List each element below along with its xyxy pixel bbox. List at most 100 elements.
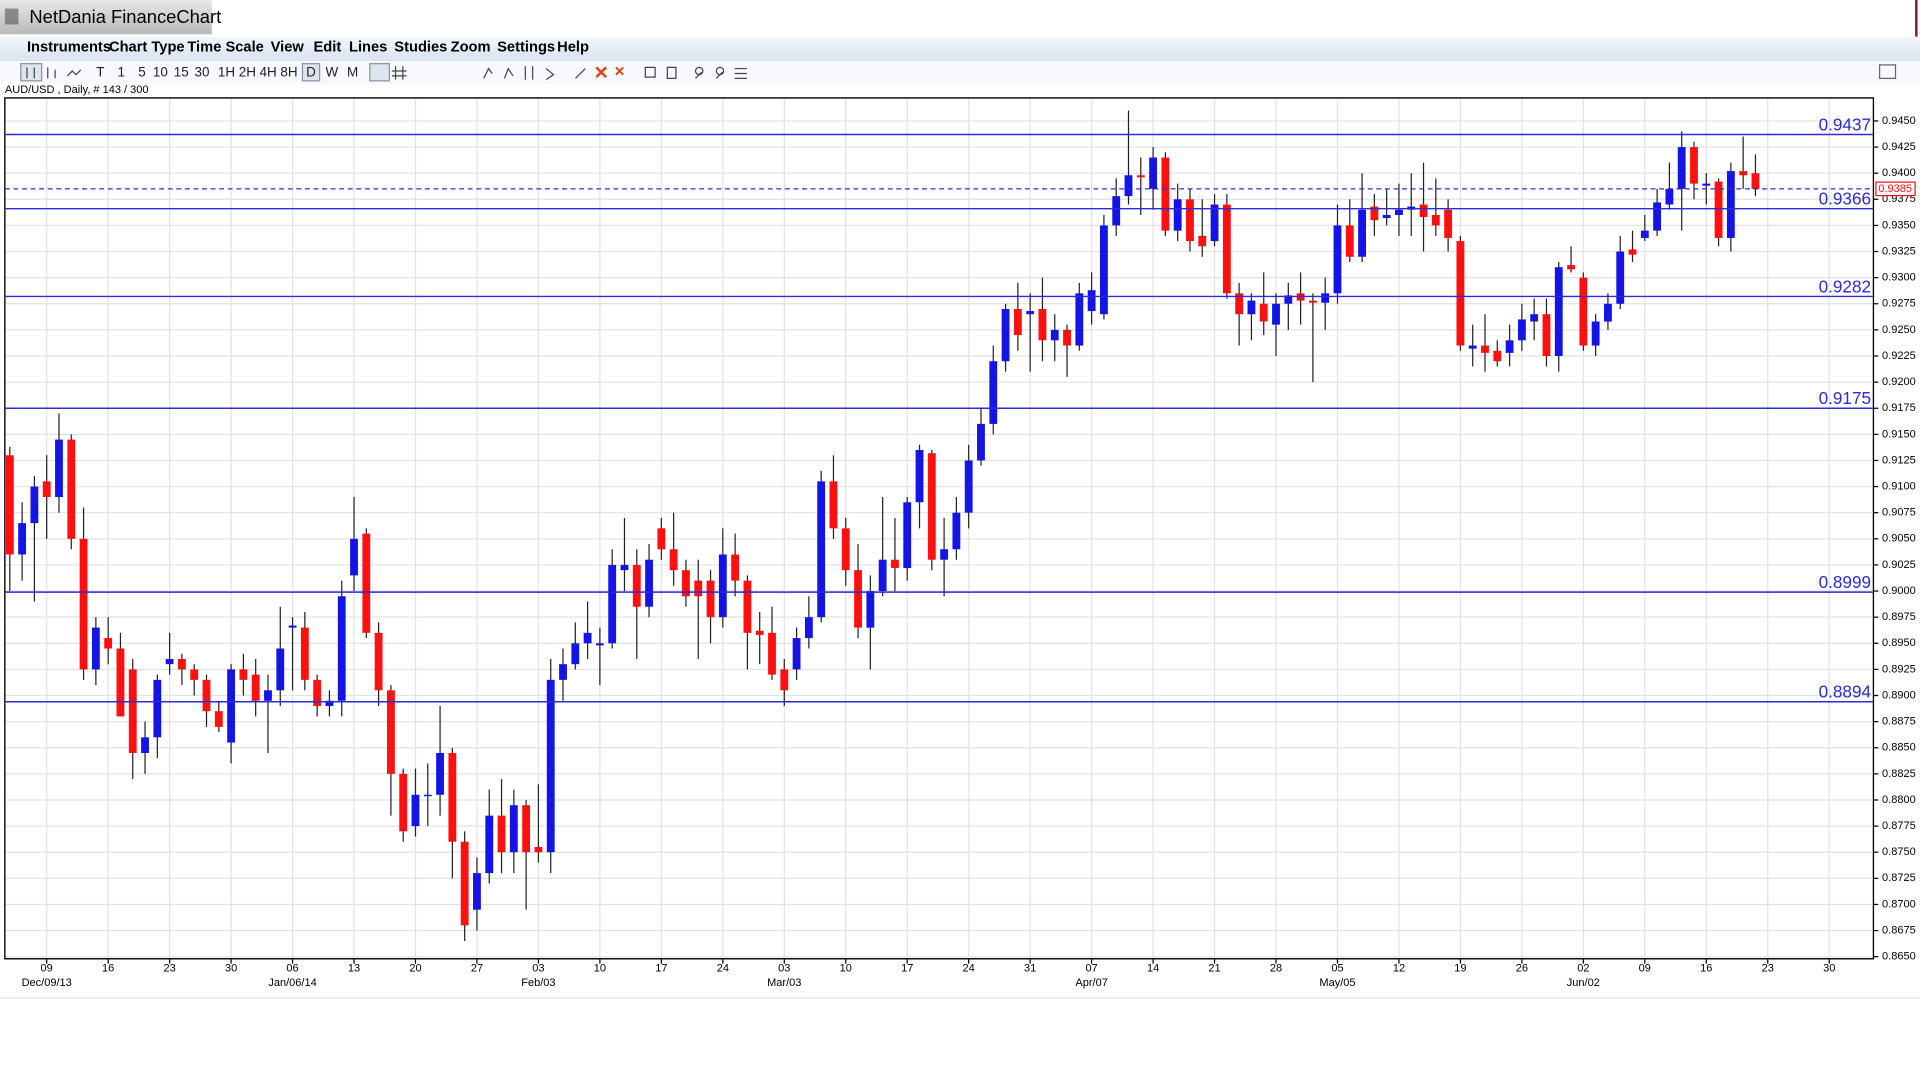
menu-item[interactable]: View xyxy=(271,40,305,56)
y-tick-label: 0.9025 xyxy=(1882,559,1916,571)
candle-body xyxy=(1517,319,1526,341)
menu-item[interactable]: Chart Type xyxy=(109,40,185,56)
candle-body xyxy=(1149,157,1158,189)
candle-body xyxy=(485,815,494,874)
candle-body xyxy=(264,690,272,701)
tool-button-active[interactable] xyxy=(20,63,43,82)
x-tick-label: 07 xyxy=(1085,962,1097,974)
timescale-button[interactable]: 30 xyxy=(195,64,210,79)
price-axis xyxy=(1873,97,1920,959)
menu-item[interactable]: Zoom xyxy=(451,40,491,56)
candle-body xyxy=(866,591,875,628)
x-tick-label: 23 xyxy=(163,962,175,974)
candle-body xyxy=(1554,267,1563,356)
menu-item[interactable]: Help xyxy=(557,40,589,56)
candle-body xyxy=(620,564,629,571)
candle-body xyxy=(1173,199,1182,231)
timescale-button[interactable]: 1H xyxy=(218,64,235,79)
y-tick-label: 0.9150 xyxy=(1882,428,1916,440)
timescale-button[interactable]: M xyxy=(347,64,358,79)
candle-body xyxy=(1677,147,1686,189)
candle-body xyxy=(116,648,125,717)
y-tick-label: 0.9225 xyxy=(1882,350,1916,362)
candle-body xyxy=(718,554,727,618)
candle-body xyxy=(1640,230,1649,238)
candle-body xyxy=(940,549,949,560)
candle-body xyxy=(731,554,740,581)
x-tick-label: 12 xyxy=(1393,962,1405,974)
candle-body xyxy=(497,815,506,853)
level-label: 0.9282 xyxy=(1819,276,1871,296)
candle-body xyxy=(91,627,100,670)
candle-body xyxy=(399,773,408,832)
menu-item[interactable]: Lines xyxy=(349,40,387,56)
x-tick-label: 21 xyxy=(1208,962,1220,974)
x-tick-label: 10 xyxy=(594,962,606,974)
x-date-label: Jun/02 xyxy=(1567,977,1600,989)
candle-body xyxy=(1395,209,1403,215)
candle-body xyxy=(178,658,186,670)
timescale-button[interactable]: T xyxy=(96,64,104,79)
candle-body xyxy=(1751,173,1760,189)
timescale-button[interactable]: 2H xyxy=(239,64,256,79)
timescale-button[interactable]: 4H xyxy=(260,64,277,79)
candle-body xyxy=(1567,265,1575,270)
candle-body xyxy=(1739,171,1748,176)
y-tick-label: 0.9050 xyxy=(1882,533,1916,545)
timescale-button[interactable]: D xyxy=(306,64,316,79)
menu-item[interactable]: Instruments xyxy=(27,40,111,56)
menu-item[interactable]: Time Scale xyxy=(187,40,263,56)
y-tick-label: 0.9175 xyxy=(1882,402,1916,414)
candle-body xyxy=(1333,225,1342,294)
candle-body xyxy=(276,648,285,691)
delete-all-icon[interactable] xyxy=(615,66,624,76)
candle-body xyxy=(448,752,457,842)
level-label: 0.9175 xyxy=(1819,388,1871,408)
candle-body xyxy=(1075,293,1084,346)
tool-button-active[interactable] xyxy=(301,63,321,82)
y-tick-label: 0.9200 xyxy=(1882,376,1916,388)
tool-button-active[interactable] xyxy=(369,63,391,82)
candle-body xyxy=(509,805,518,853)
timescale-button[interactable]: 10 xyxy=(153,64,168,79)
candle-body xyxy=(202,679,211,712)
candle-body xyxy=(1579,277,1588,346)
delete-icon[interactable] xyxy=(595,66,607,79)
menu-item[interactable]: Studies xyxy=(394,40,447,56)
x-tick-label: 30 xyxy=(1823,962,1835,974)
candle-body xyxy=(1702,183,1711,186)
candle-body xyxy=(829,481,838,529)
candle-body xyxy=(141,737,149,753)
candle-body xyxy=(1665,188,1674,205)
candle-body xyxy=(1321,293,1330,303)
candle-body xyxy=(128,669,137,753)
timescale-button[interactable]: 15 xyxy=(174,64,189,79)
candle-body xyxy=(190,669,199,680)
candle-body xyxy=(559,664,567,680)
x-tick-label: 06 xyxy=(286,962,298,974)
candle-body xyxy=(30,486,39,524)
x-tick-label: 24 xyxy=(717,962,729,974)
x-tick-label: 30 xyxy=(225,962,237,974)
timescale-button[interactable]: 1 xyxy=(117,64,124,79)
candle-body xyxy=(1604,303,1612,322)
candle-body xyxy=(313,679,322,706)
x-tick-label: 17 xyxy=(655,962,667,974)
x-tick-label: 17 xyxy=(901,962,913,974)
timescale-button[interactable]: 8H xyxy=(280,64,297,79)
candle-body xyxy=(1345,225,1354,257)
y-tick-label: 0.9300 xyxy=(1882,272,1916,284)
window-button[interactable] xyxy=(1878,64,1897,79)
timescale-button[interactable]: W xyxy=(325,64,338,79)
menu-item[interactable]: Edit xyxy=(313,40,341,56)
x-tick-label: 16 xyxy=(1700,962,1712,974)
app-icon xyxy=(4,8,19,25)
x-tick-label: 23 xyxy=(1762,962,1774,974)
x-date-label: Dec/09/13 xyxy=(22,977,72,989)
timescale-button[interactable]: 5 xyxy=(138,64,145,79)
menu-item[interactable]: Settings xyxy=(497,40,555,56)
candle-body xyxy=(817,481,826,618)
candle-body xyxy=(1026,311,1035,315)
candle-body xyxy=(1284,295,1293,304)
candle-body xyxy=(1616,251,1625,304)
